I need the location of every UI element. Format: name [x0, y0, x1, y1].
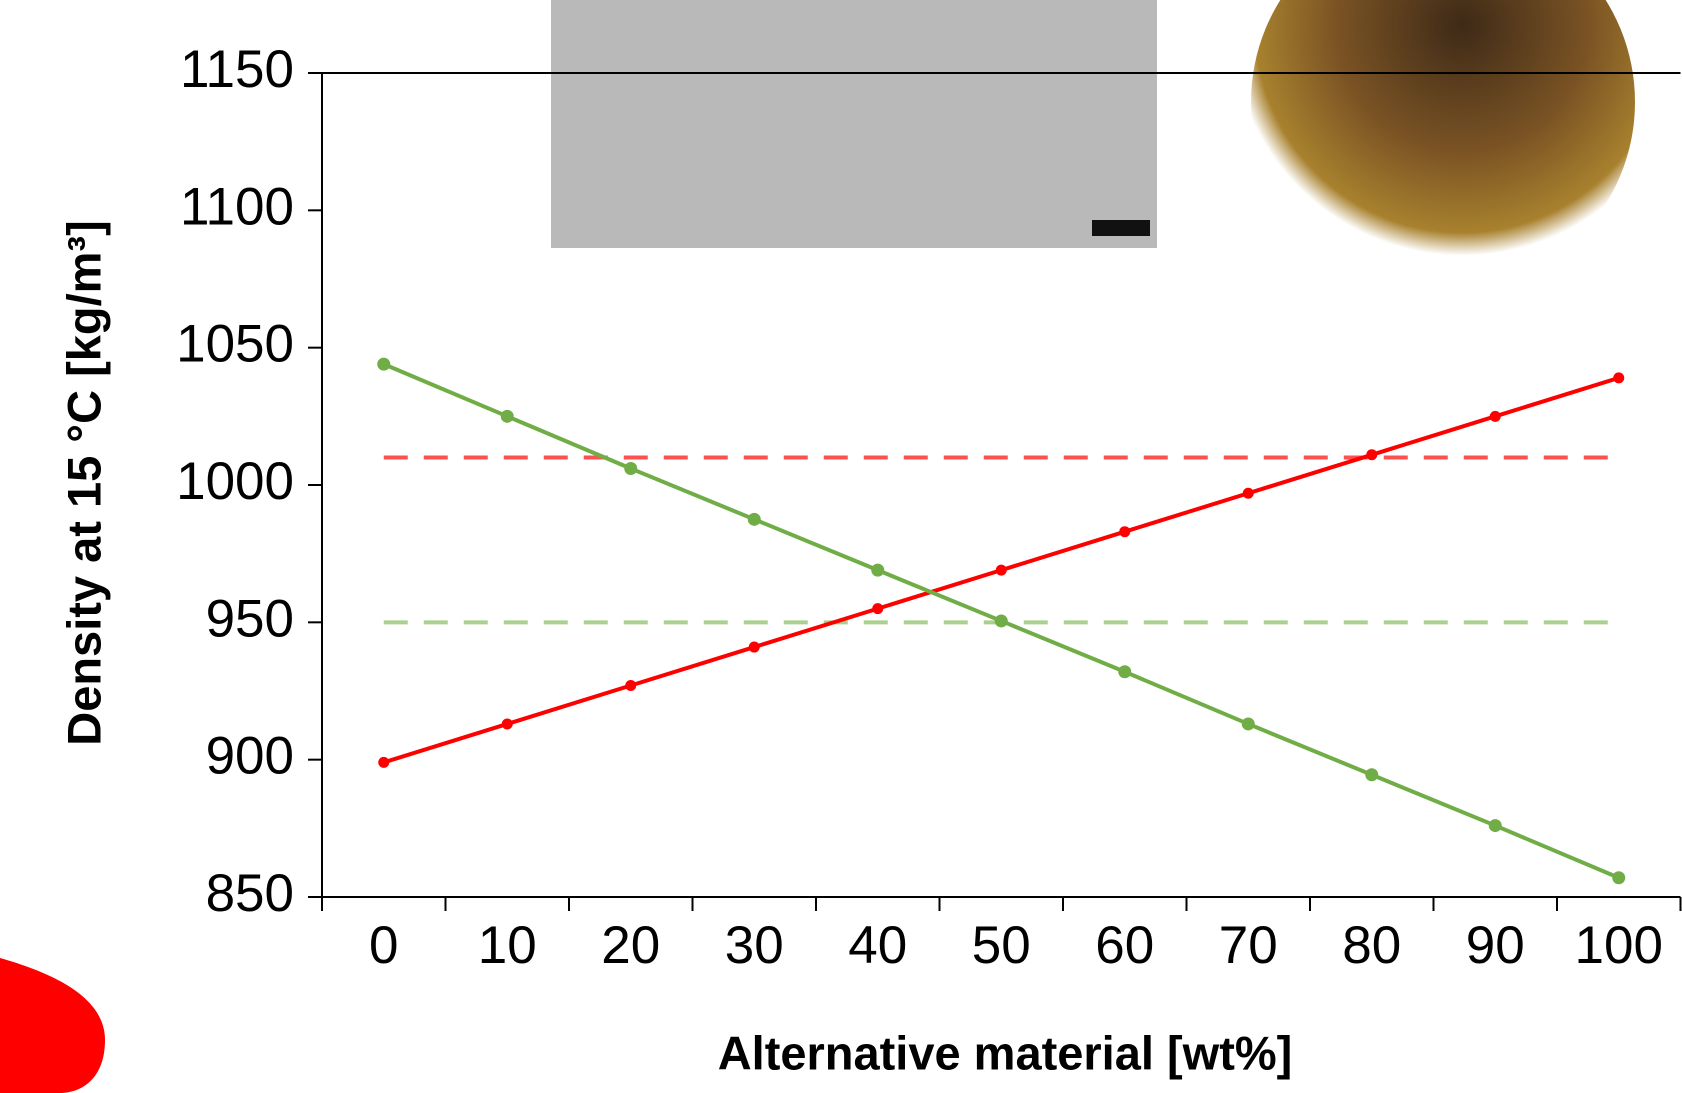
x-tick-label: 80 [1342, 916, 1401, 975]
data-point [871, 564, 884, 577]
micrograph [551, 0, 1157, 248]
data-point [502, 718, 513, 729]
y-tick-label: 1150 [180, 40, 294, 99]
y-tick-label: 850 [206, 864, 294, 923]
x-tick-label: 50 [972, 916, 1031, 975]
data-point [996, 565, 1007, 576]
sample-photo [1251, 0, 1635, 294]
data-point [1365, 768, 1378, 781]
data-point [748, 513, 761, 526]
y-tick-label: 1050 [176, 315, 294, 374]
y-tick-label: 900 [206, 727, 294, 786]
data-point [749, 642, 760, 653]
x-tick-label: 30 [725, 916, 784, 975]
data-point [1490, 411, 1501, 422]
scale-bar [1092, 220, 1150, 236]
page: Alternative material [wt%] Density at 15… [0, 0, 1682, 1093]
data-point [501, 410, 514, 423]
data-point [378, 757, 389, 768]
x-tick-label: 90 [1466, 916, 1525, 975]
data-point [995, 614, 1008, 627]
y-axis-title: Density at 15 °C [kg/m³] [57, 220, 110, 745]
chart: Alternative material [wt%] Density at 15… [0, 0, 1682, 1093]
data-point [1612, 871, 1625, 884]
data-point [1243, 488, 1254, 499]
x-tick-label: 100 [1575, 916, 1663, 975]
data-point [377, 358, 390, 371]
logo-shape [0, 958, 105, 1093]
data-point [625, 680, 636, 691]
data-point [872, 603, 883, 614]
data-point [1613, 372, 1624, 383]
data-point [1118, 665, 1131, 678]
y-tick-label: 1100 [180, 177, 294, 236]
data-point [624, 462, 637, 475]
x-tick-label: 10 [478, 916, 537, 975]
x-tick-label: 0 [369, 916, 398, 975]
data-point [1489, 819, 1502, 832]
y-tick-label: 1000 [176, 452, 294, 511]
data-point [1242, 717, 1255, 730]
y-tick-label: 950 [206, 589, 294, 648]
x-tick-label: 60 [1095, 916, 1154, 975]
x-axis-title: Alternative material [wt%] [718, 1026, 1293, 1079]
x-tick-label: 70 [1219, 916, 1278, 975]
data-point [1119, 526, 1130, 537]
x-tick-label: 40 [848, 916, 907, 975]
data-point [1366, 449, 1377, 460]
x-tick-label: 20 [601, 916, 660, 975]
